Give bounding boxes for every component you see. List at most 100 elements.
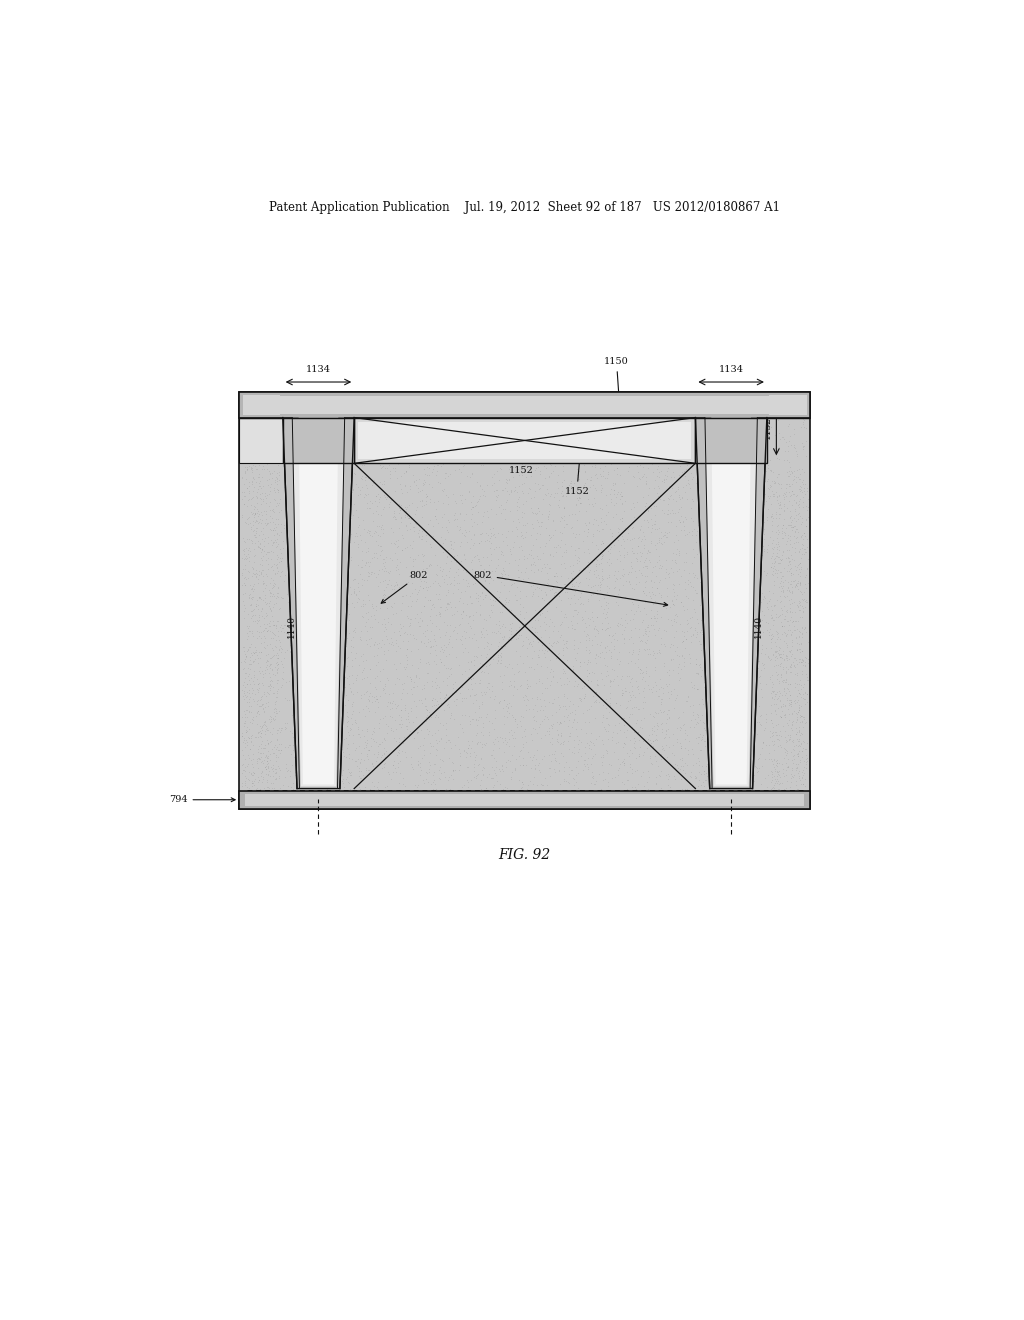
Point [786, 499, 803, 520]
Point [565, 639, 582, 660]
Point [485, 734, 502, 755]
Point [763, 779, 779, 800]
Point [492, 610, 508, 631]
Point [255, 681, 271, 702]
Point [262, 615, 279, 636]
Point [529, 701, 546, 722]
Point [305, 581, 322, 602]
Point [561, 404, 578, 425]
Point [766, 750, 782, 771]
Point [650, 462, 667, 483]
Point [350, 403, 367, 424]
Point [592, 577, 608, 598]
Point [794, 747, 810, 768]
Point [416, 595, 432, 616]
Point [655, 421, 672, 442]
Point [760, 764, 776, 785]
Point [722, 751, 738, 772]
Point [315, 632, 332, 653]
Point [628, 566, 644, 587]
Point [753, 458, 769, 479]
Point [641, 723, 657, 744]
Point [403, 655, 420, 676]
Point [593, 779, 609, 800]
Point [514, 636, 530, 657]
Point [635, 692, 651, 713]
Point [268, 744, 285, 766]
Point [392, 706, 409, 727]
Point [786, 576, 803, 597]
Point [274, 791, 291, 812]
Point [501, 404, 517, 425]
Point [667, 768, 683, 789]
Point [488, 652, 505, 673]
Point [650, 436, 667, 457]
Point [682, 647, 698, 668]
Point [255, 752, 271, 774]
Point [712, 442, 728, 463]
Point [347, 499, 364, 520]
Point [554, 475, 570, 496]
Point [494, 564, 510, 585]
Point [401, 449, 418, 470]
Point [657, 598, 674, 619]
Point [627, 760, 643, 781]
Point [731, 696, 748, 717]
Point [685, 511, 701, 532]
Point [420, 663, 436, 684]
Point [400, 783, 417, 804]
Point [237, 457, 253, 478]
Point [513, 480, 529, 502]
Point [370, 446, 386, 467]
Point [300, 504, 316, 525]
Point [765, 561, 781, 582]
Point [629, 550, 645, 572]
Point [376, 729, 392, 750]
Point [259, 682, 275, 704]
Point [306, 665, 323, 686]
Point [756, 561, 772, 582]
Point [569, 465, 586, 486]
Point [785, 516, 802, 537]
Point [427, 531, 443, 552]
Point [764, 533, 780, 554]
Point [677, 507, 693, 528]
Point [783, 631, 800, 652]
Point [624, 776, 640, 797]
Point [773, 590, 790, 611]
Point [527, 413, 544, 434]
Point [249, 425, 265, 446]
Point [334, 548, 350, 569]
Point [396, 537, 413, 558]
Point [635, 667, 651, 688]
Point [690, 711, 707, 733]
Point [253, 541, 269, 562]
Point [397, 499, 414, 520]
Point [769, 689, 785, 710]
Point [452, 759, 468, 780]
Point [652, 532, 669, 553]
Point [543, 750, 559, 771]
Point [708, 656, 724, 677]
Point [587, 774, 603, 795]
Point [517, 455, 534, 477]
Point [793, 525, 809, 546]
Point [455, 569, 471, 590]
Point [479, 500, 496, 521]
Point [459, 445, 475, 466]
Point [611, 465, 628, 486]
Point [480, 506, 497, 527]
Point [676, 407, 692, 428]
Point [755, 536, 771, 557]
Point [257, 618, 273, 639]
Point [307, 425, 324, 446]
Point [631, 744, 647, 766]
Point [753, 665, 769, 686]
Point [358, 729, 375, 750]
Point [359, 393, 376, 414]
Point [413, 424, 429, 445]
Point [298, 412, 314, 433]
Point [264, 660, 281, 681]
Point [236, 590, 252, 611]
Point [547, 762, 563, 783]
